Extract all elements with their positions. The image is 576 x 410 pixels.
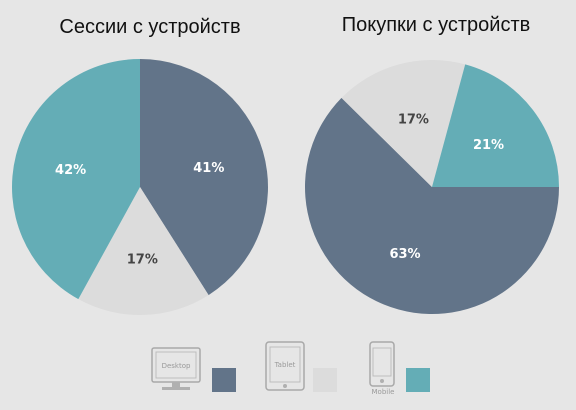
pie-slice-desktop [140, 59, 268, 296]
mobile-phone-icon [369, 341, 395, 387]
pie-slice-tablet [78, 187, 209, 315]
pie-label-mobile: 42% [55, 163, 86, 178]
pie-slice-mobile [11, 59, 141, 300]
pie-label-tablet: 17% [127, 253, 158, 268]
pie-label-tablet: 17% [398, 112, 429, 127]
desktop-monitor-icon [151, 347, 201, 390]
pie-charts: Сессии с устройств Покупки с устройств 4… [11, 14, 559, 315]
legend-item-desktop: Desktop [151, 347, 236, 392]
legend-label-desktop: Desktop [162, 362, 191, 370]
chart-title-purchases: Покупки с устройств [342, 14, 530, 36]
sessions-pie: 41% 17% 42% [11, 59, 268, 315]
pie-slice-tablet [341, 59, 466, 188]
pie-label-mobile: 21% [473, 138, 504, 153]
purchases-pie: 63% 17% 21% [304, 59, 559, 314]
device-legend: Desktop Tablet Mobile [151, 341, 430, 396]
pie-slice-desktop [304, 97, 559, 314]
pie-label-desktop: 63% [389, 247, 420, 262]
tablet-icon [265, 341, 305, 391]
legend-swatch-desktop [212, 368, 236, 392]
legend-label-tablet: Tablet [274, 361, 296, 369]
legend-swatch-tablet [313, 368, 337, 392]
chart-title-sessions: Сессии с устройств [59, 16, 240, 38]
legend-item-tablet: Tablet [265, 341, 337, 392]
legend-swatch-mobile [406, 368, 430, 392]
legend-label-mobile: Mobile [372, 388, 395, 396]
legend-item-mobile: Mobile [369, 341, 430, 396]
pie-slice-mobile [432, 64, 559, 187]
pie-label-desktop: 41% [193, 161, 224, 176]
